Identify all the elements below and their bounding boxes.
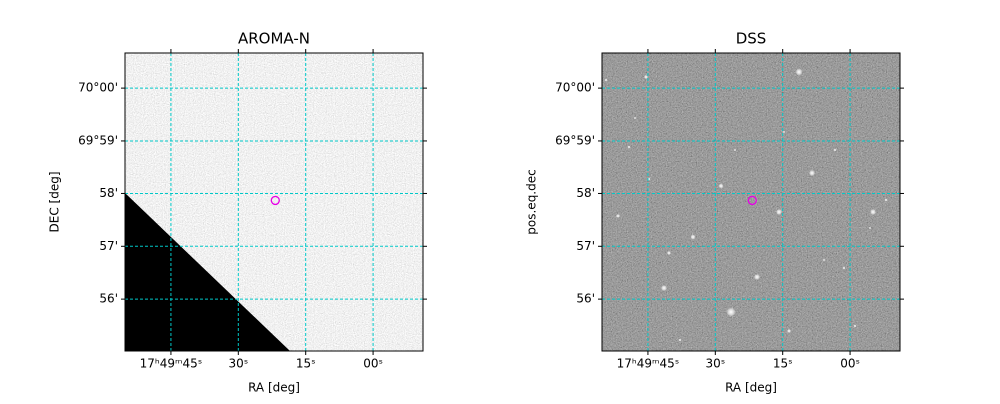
star xyxy=(667,251,671,255)
star xyxy=(822,258,826,262)
star xyxy=(249,308,255,314)
star xyxy=(853,324,857,328)
image-background xyxy=(602,53,900,351)
star xyxy=(604,78,608,82)
x-axis-label: RA [deg] xyxy=(248,381,300,395)
panel: 17ʰ49ᵐ45ˢ 30ˢ 15ˢ 00ˢ 70°00' 69°59' 58' 57' 56' A… xyxy=(48,30,427,395)
star xyxy=(678,338,682,342)
y-tick-label: 70°00' xyxy=(555,81,595,95)
star xyxy=(795,68,803,76)
y-tick-label: 56' xyxy=(99,292,118,306)
star xyxy=(809,170,815,176)
y-tick-label: 70°00' xyxy=(78,81,118,95)
y-tick-label: 57' xyxy=(99,239,118,253)
star xyxy=(633,116,637,120)
x-tick-label: 15ˢ xyxy=(773,357,793,371)
star xyxy=(754,274,760,280)
y-tick-label: 56' xyxy=(576,292,595,306)
target-marker xyxy=(270,195,280,206)
axes-frame xyxy=(124,52,424,352)
star xyxy=(884,198,888,202)
chart-title: AROMA-N xyxy=(238,30,310,48)
star xyxy=(870,209,876,215)
star xyxy=(644,75,648,79)
y-axis-label: pos.eq.dec xyxy=(525,169,539,234)
image xyxy=(125,53,423,351)
star xyxy=(371,109,373,111)
star xyxy=(616,214,620,218)
star xyxy=(627,145,631,149)
x-tick-label: 00ˢ xyxy=(363,357,383,371)
y-tick-label: 69°59' xyxy=(555,133,595,147)
y-tick-label: 58' xyxy=(99,186,118,200)
x-tick-label: 30ˢ xyxy=(705,357,725,371)
star xyxy=(833,148,837,152)
y-axis-label: DEC [deg] xyxy=(48,172,62,233)
x-tick-label: 15ˢ xyxy=(296,357,316,371)
target-marker xyxy=(747,195,757,206)
x-tick-label: 30ˢ xyxy=(228,357,248,371)
x-tick-label: 00ˢ xyxy=(840,357,860,371)
star xyxy=(276,277,280,281)
star xyxy=(299,212,303,216)
x-tick-label: 17ʰ49ᵐ45ˢ xyxy=(617,357,680,371)
y-tick-label: 58' xyxy=(576,186,595,200)
star xyxy=(782,130,786,134)
x-tick-label: 17ʰ49ᵐ45ˢ xyxy=(140,357,203,371)
chart-title: DSS xyxy=(736,30,767,48)
star xyxy=(842,266,846,270)
y-tick-label: 57' xyxy=(576,239,595,253)
panel: 17ʰ49ᵐ45ˢ 30ˢ 15ˢ 00ˢ 70°00' 69°59' 58' 57' 56' D… xyxy=(525,30,904,395)
axes-frame xyxy=(601,52,901,352)
no-data-region xyxy=(125,193,290,351)
star xyxy=(320,71,324,75)
star xyxy=(726,307,736,317)
star xyxy=(733,148,737,152)
image xyxy=(602,53,900,351)
x-axis-label: RA [deg] xyxy=(725,381,777,395)
y-tick-label: 69°59' xyxy=(78,133,118,147)
star xyxy=(661,285,667,291)
star xyxy=(690,234,696,240)
star xyxy=(787,329,791,333)
star xyxy=(333,174,337,178)
star xyxy=(776,209,782,215)
star xyxy=(718,183,724,189)
star xyxy=(393,210,397,214)
star xyxy=(868,226,872,230)
